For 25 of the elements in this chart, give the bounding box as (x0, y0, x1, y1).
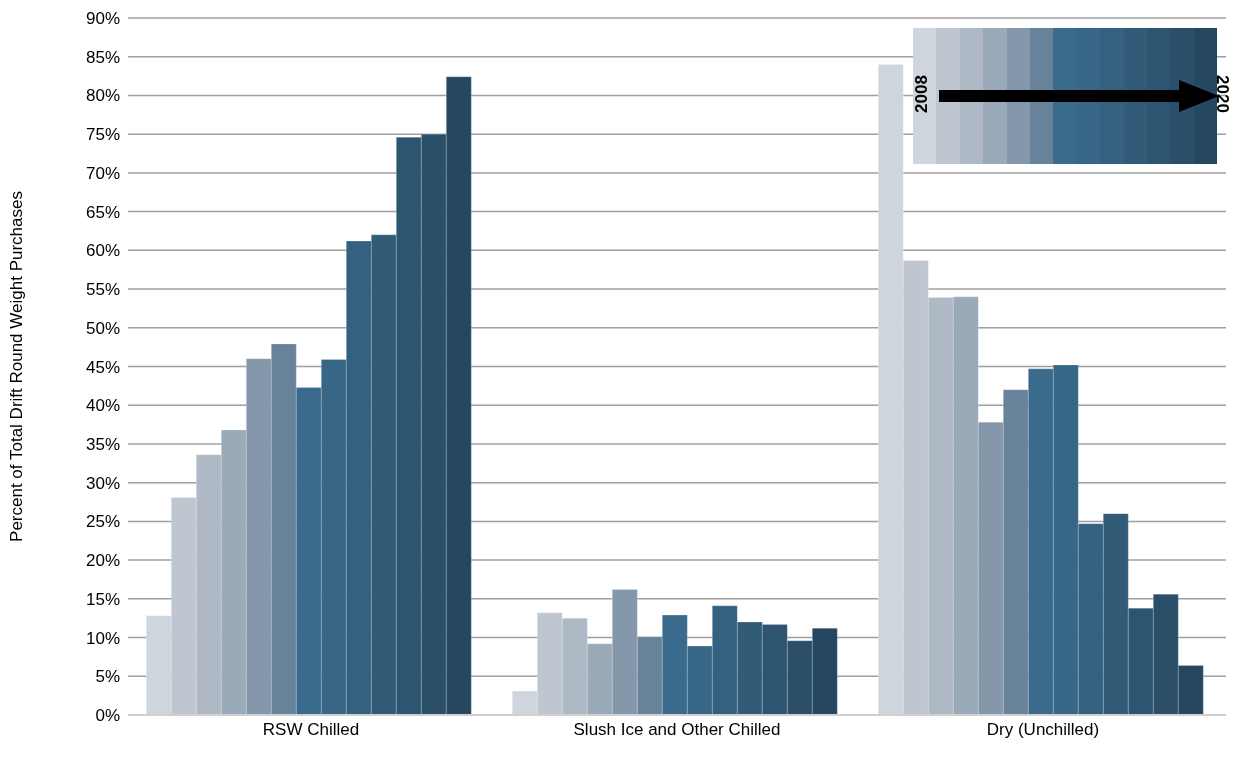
y-tick-label: 40% (85, 396, 120, 416)
x-tick-label: Slush Ice and Other Chilled (573, 720, 781, 740)
y-tick-label: 10% (85, 628, 120, 648)
y-tick-label: 60% (85, 241, 120, 261)
y-tick-label: 70% (85, 163, 120, 183)
y-tick-label: 50% (85, 318, 120, 338)
y-tick-label: 15% (85, 589, 120, 609)
y-axis-title: Percent of Total Drift Round Weight Purchases (7, 191, 27, 542)
y-tick-label: 90% (85, 9, 120, 29)
y-tick-label: 80% (85, 86, 120, 106)
y-tick-label: 85% (85, 47, 120, 67)
annotation: 2020 (1211, 75, 1232, 113)
y-tick-label: 20% (85, 551, 120, 571)
y-tick-label: 35% (85, 434, 120, 454)
y-tick-label: 30% (85, 473, 120, 493)
x-tick-label: RSW Chilled (262, 720, 360, 740)
y-tick-label: 45% (85, 357, 120, 377)
y-tick-label: 0% (95, 706, 120, 726)
x-tick-label: Dry (Unchilled) (986, 720, 1100, 740)
y-tick-label: 65% (85, 202, 120, 222)
y-tick-label: 55% (85, 280, 120, 300)
y-tick-label: 75% (85, 125, 120, 145)
y-tick-label: 25% (85, 512, 120, 532)
y-tick-label: 5% (95, 667, 120, 687)
annotation: 2008 (911, 75, 932, 113)
